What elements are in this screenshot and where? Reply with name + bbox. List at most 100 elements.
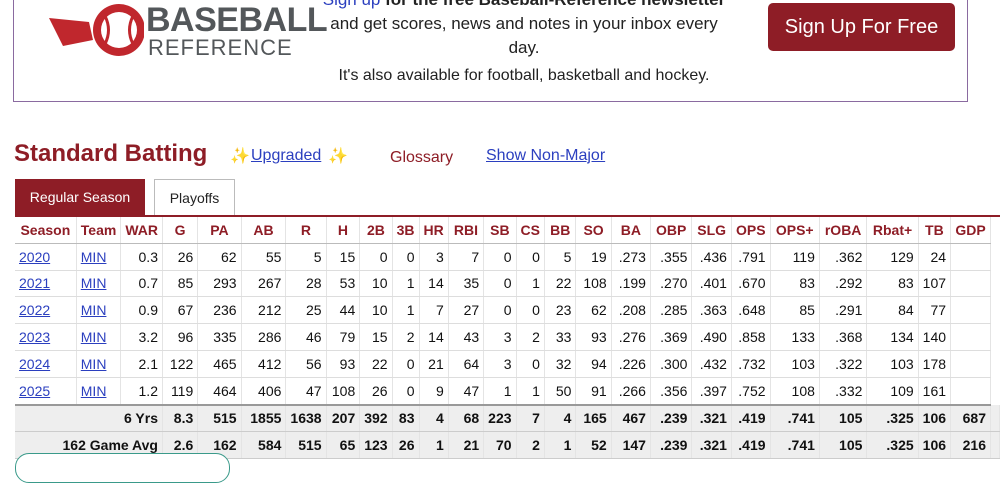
glossary-link[interactable]: Glossary: [390, 149, 454, 166]
stat-cell: 52: [575, 431, 612, 460]
stat-cell: 46: [285, 323, 327, 351]
team-link-text[interactable]: MIN: [80, 382, 107, 399]
season-link-text[interactable]: 2023: [19, 329, 51, 346]
stat-cell: .270: [650, 270, 693, 298]
column-header[interactable]: GDP: [950, 217, 991, 244]
stat-cell: 21: [419, 350, 449, 378]
season-link-text[interactable]: 2022: [19, 302, 51, 319]
column-header[interactable]: G: [162, 217, 199, 244]
stat-cell: .239: [650, 404, 693, 433]
stat-cell: 83: [770, 270, 820, 298]
stat-cell: 108: [770, 377, 820, 406]
stat-cell: 96: [162, 323, 199, 351]
team-link-text[interactable]: MIN: [80, 302, 107, 319]
stat-cell: .355: [650, 243, 693, 271]
column-header[interactable]: OPS+: [770, 217, 820, 244]
team-link[interactable]: MIN: [76, 270, 122, 298]
team-link[interactable]: MIN: [76, 350, 122, 378]
stat-cell: .741: [770, 431, 820, 460]
column-header[interactable]: CS: [516, 217, 545, 244]
stat-cell: 7: [419, 296, 449, 325]
column-header[interactable]: Rbat+: [866, 217, 919, 244]
stat-cell: .368: [819, 323, 868, 351]
column-header[interactable]: Season: [15, 217, 77, 244]
season-link[interactable]: 2020: [15, 243, 77, 271]
column-header[interactable]: 2B: [359, 217, 393, 244]
season-link-text[interactable]: 2021: [19, 275, 51, 292]
season-link-text[interactable]: 2025: [19, 382, 51, 399]
stat-cell: 0: [516, 350, 545, 378]
column-header[interactable]: RBI: [448, 217, 485, 244]
stat-cell: 10: [359, 270, 393, 298]
column-header[interactable]: R: [285, 217, 327, 244]
column-header[interactable]: 3B: [392, 217, 420, 244]
upgraded-link[interactable]: Upgraded: [251, 147, 322, 164]
stat-cell: .732: [731, 350, 771, 378]
team-link-text[interactable]: MIN: [80, 248, 107, 265]
promo-text: Sign up for the free Baseball-Reference …: [304, 0, 744, 88]
stat-cell: 10: [359, 296, 393, 325]
stat-cell: .356: [650, 377, 693, 406]
partial-button[interactable]: [15, 453, 230, 483]
standard-batting-table-container[interactable]: Season Team WAR G PA AB R H 2B 3B HR RBI SB CS BB SO BA O…: [15, 215, 1000, 467]
stat-cell: 9: [419, 377, 449, 406]
stat-cell: 465: [197, 350, 242, 378]
show-non-major-link[interactable]: Show Non-Major: [486, 147, 606, 164]
newsletter-signup-link[interactable]: Sign up: [323, 0, 381, 9]
season-link[interactable]: 2023: [15, 323, 77, 351]
season-link[interactable]: 2025: [15, 377, 77, 406]
team-link[interactable]: MIN: [76, 377, 122, 406]
stat-cell: [950, 377, 991, 406]
column-header[interactable]: TB: [918, 217, 952, 244]
promo-line-1: Sign up for the free Baseball-Reference …: [304, 0, 744, 12]
stat-cell: 108: [575, 270, 612, 298]
stat-cell: 91: [575, 377, 612, 406]
season-link[interactable]: 2024: [15, 350, 77, 378]
column-header[interactable]: SO: [575, 217, 612, 244]
season-link-text[interactable]: 2024: [19, 355, 51, 372]
season-link[interactable]: 2022: [15, 296, 77, 325]
column-header[interactable]: H: [326, 217, 361, 244]
stat-cell: [990, 404, 1000, 433]
team-link-text[interactable]: MIN: [80, 355, 107, 372]
table-row: 2022 MIN 0.9 67 236 212 25 44 10 1 7 27 0 0 23 62.208.2…: [15, 296, 1000, 325]
baseball-reference-logo[interactable]: BASEBALL REFERENCE: [49, 0, 328, 60]
stat-cell: 3.2: [120, 323, 163, 351]
team-link-text[interactable]: MIN: [80, 275, 107, 292]
team-link-text[interactable]: MIN: [80, 329, 107, 346]
stat-cell: 129: [866, 243, 919, 271]
team-link[interactable]: MIN: [76, 243, 122, 271]
stat-cell: 1: [392, 296, 420, 325]
column-header[interactable]: BB: [544, 217, 577, 244]
column-header[interactable]: WAR: [120, 217, 163, 244]
stat-cell: 26: [392, 431, 420, 460]
team-link[interactable]: MIN: [76, 296, 122, 325]
column-header[interactable]: OBP: [650, 217, 693, 244]
column-header[interactable]: OPS: [731, 217, 771, 244]
season-link[interactable]: 2021: [15, 270, 77, 298]
stat-cell: 15: [326, 243, 361, 271]
stat-cell: 515: [285, 431, 327, 460]
column-header[interactable]: BA: [611, 217, 651, 244]
stat-cell: 77: [918, 296, 952, 325]
season-link-text[interactable]: 2020: [19, 248, 51, 265]
tab-playoffs[interactable]: Playoffs: [154, 179, 235, 215]
column-header[interactable]: rOBA: [819, 217, 868, 244]
table-header-row: Season Team WAR G PA AB R H 2B 3B HR RBI SB CS BB SO BA O…: [15, 217, 1000, 244]
column-header[interactable]: PA: [197, 217, 242, 244]
stat-cell: 515: [197, 404, 242, 433]
column-header[interactable]: AB: [241, 217, 287, 244]
sign-up-button[interactable]: Sign Up For Free: [768, 3, 955, 51]
stat-cell: .741: [770, 404, 820, 433]
team-link[interactable]: MIN: [76, 323, 122, 351]
table-row: 2021 MIN 0.7 85 293 267 28 53 10 1 14 35 0 1 22 108.199…: [15, 270, 1000, 298]
column-header[interactable]: Team: [76, 217, 122, 244]
stat-cell: 1: [392, 270, 420, 298]
stat-cell: [950, 323, 991, 351]
column-header[interactable]: HR: [419, 217, 449, 244]
column-header[interactable]: SB: [483, 217, 517, 244]
column-header[interactable]: SLG: [691, 217, 732, 244]
stat-cell: 119: [770, 243, 820, 271]
stat-cell: 147: [611, 431, 651, 460]
tab-regular-season[interactable]: Regular Season: [15, 179, 145, 215]
